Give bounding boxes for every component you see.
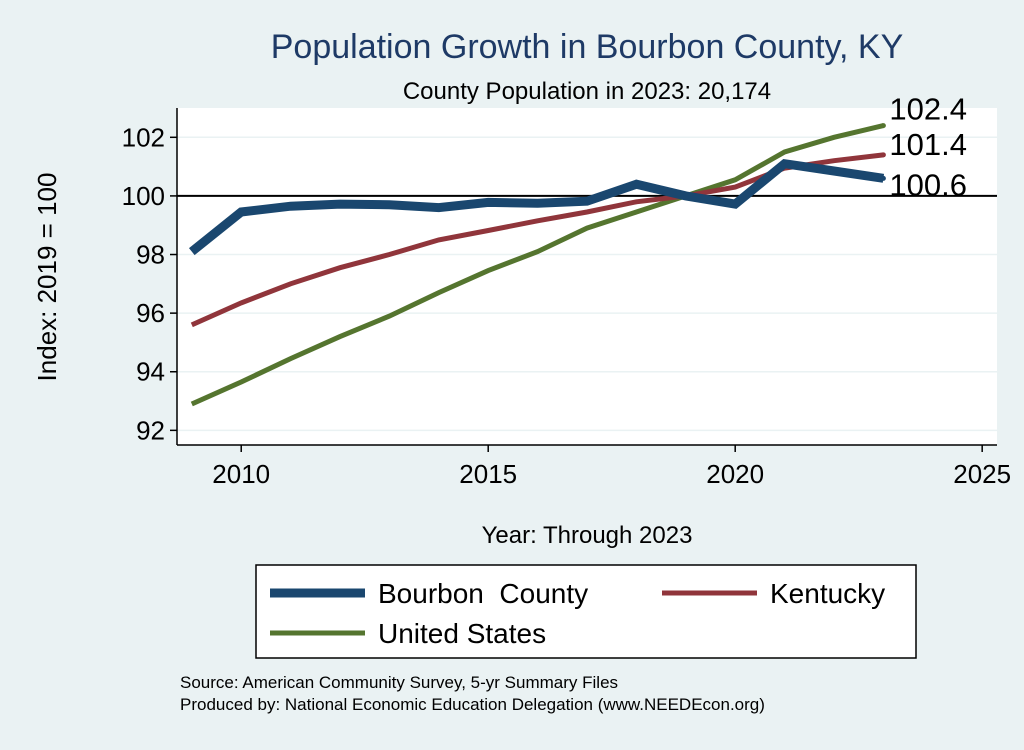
y-axis-label: Index: 2019 = 100 <box>32 173 62 382</box>
legend-label-bourbon-county: Bourbon County <box>378 578 588 609</box>
chart-title: Population Growth in Bourbon County, KY <box>271 28 904 66</box>
end-label-united-states: 102.4 <box>889 92 967 127</box>
plot-area <box>177 108 997 445</box>
series-end-point-kentucky <box>880 152 886 158</box>
y-tick-label-102: 102 <box>122 122 165 152</box>
legend: Bourbon County Kentucky United States <box>270 578 885 649</box>
legend-box <box>255 564 917 659</box>
chart-subtitle: County Population in 2023: 20,174 <box>403 78 771 105</box>
y-tick-label-96: 96 <box>136 298 165 328</box>
x-tick-label-2020: 2020 <box>706 459 764 489</box>
y-tick-label-94: 94 <box>136 357 165 387</box>
legend-label-united-states: United States <box>378 618 546 649</box>
x-axis-ticks: 2010 2015 2020 2025 <box>212 445 1011 489</box>
source-note: Source: American Community Survey, 5-yr … <box>180 673 618 692</box>
y-tick-label-100: 100 <box>122 181 165 211</box>
x-axis-label: Year: Through 2023 <box>482 522 693 549</box>
end-label-kentucky: 101.4 <box>889 127 967 162</box>
end-label-bourbon-county: 100.6 <box>889 167 967 202</box>
y-tick-label-98: 98 <box>136 240 165 270</box>
series-line-united-states <box>190 123 884 407</box>
x-tick-label-2010: 2010 <box>212 459 270 489</box>
series-line-bourbon-county <box>188 158 885 256</box>
series-end-point-united-states <box>880 123 886 129</box>
y-axis-ticks: 92 94 96 98 100 102 <box>122 122 177 445</box>
x-tick-label-2025: 2025 <box>953 459 1011 489</box>
series-end-point-bourbon-county <box>880 175 886 181</box>
legend-label-kentucky: Kentucky <box>770 578 885 609</box>
produced-by-note: Produced by: National Economic Education… <box>180 695 765 714</box>
series-lines <box>188 123 886 407</box>
x-tick-label-2015: 2015 <box>459 459 517 489</box>
y-tick-label-92: 92 <box>136 415 165 445</box>
